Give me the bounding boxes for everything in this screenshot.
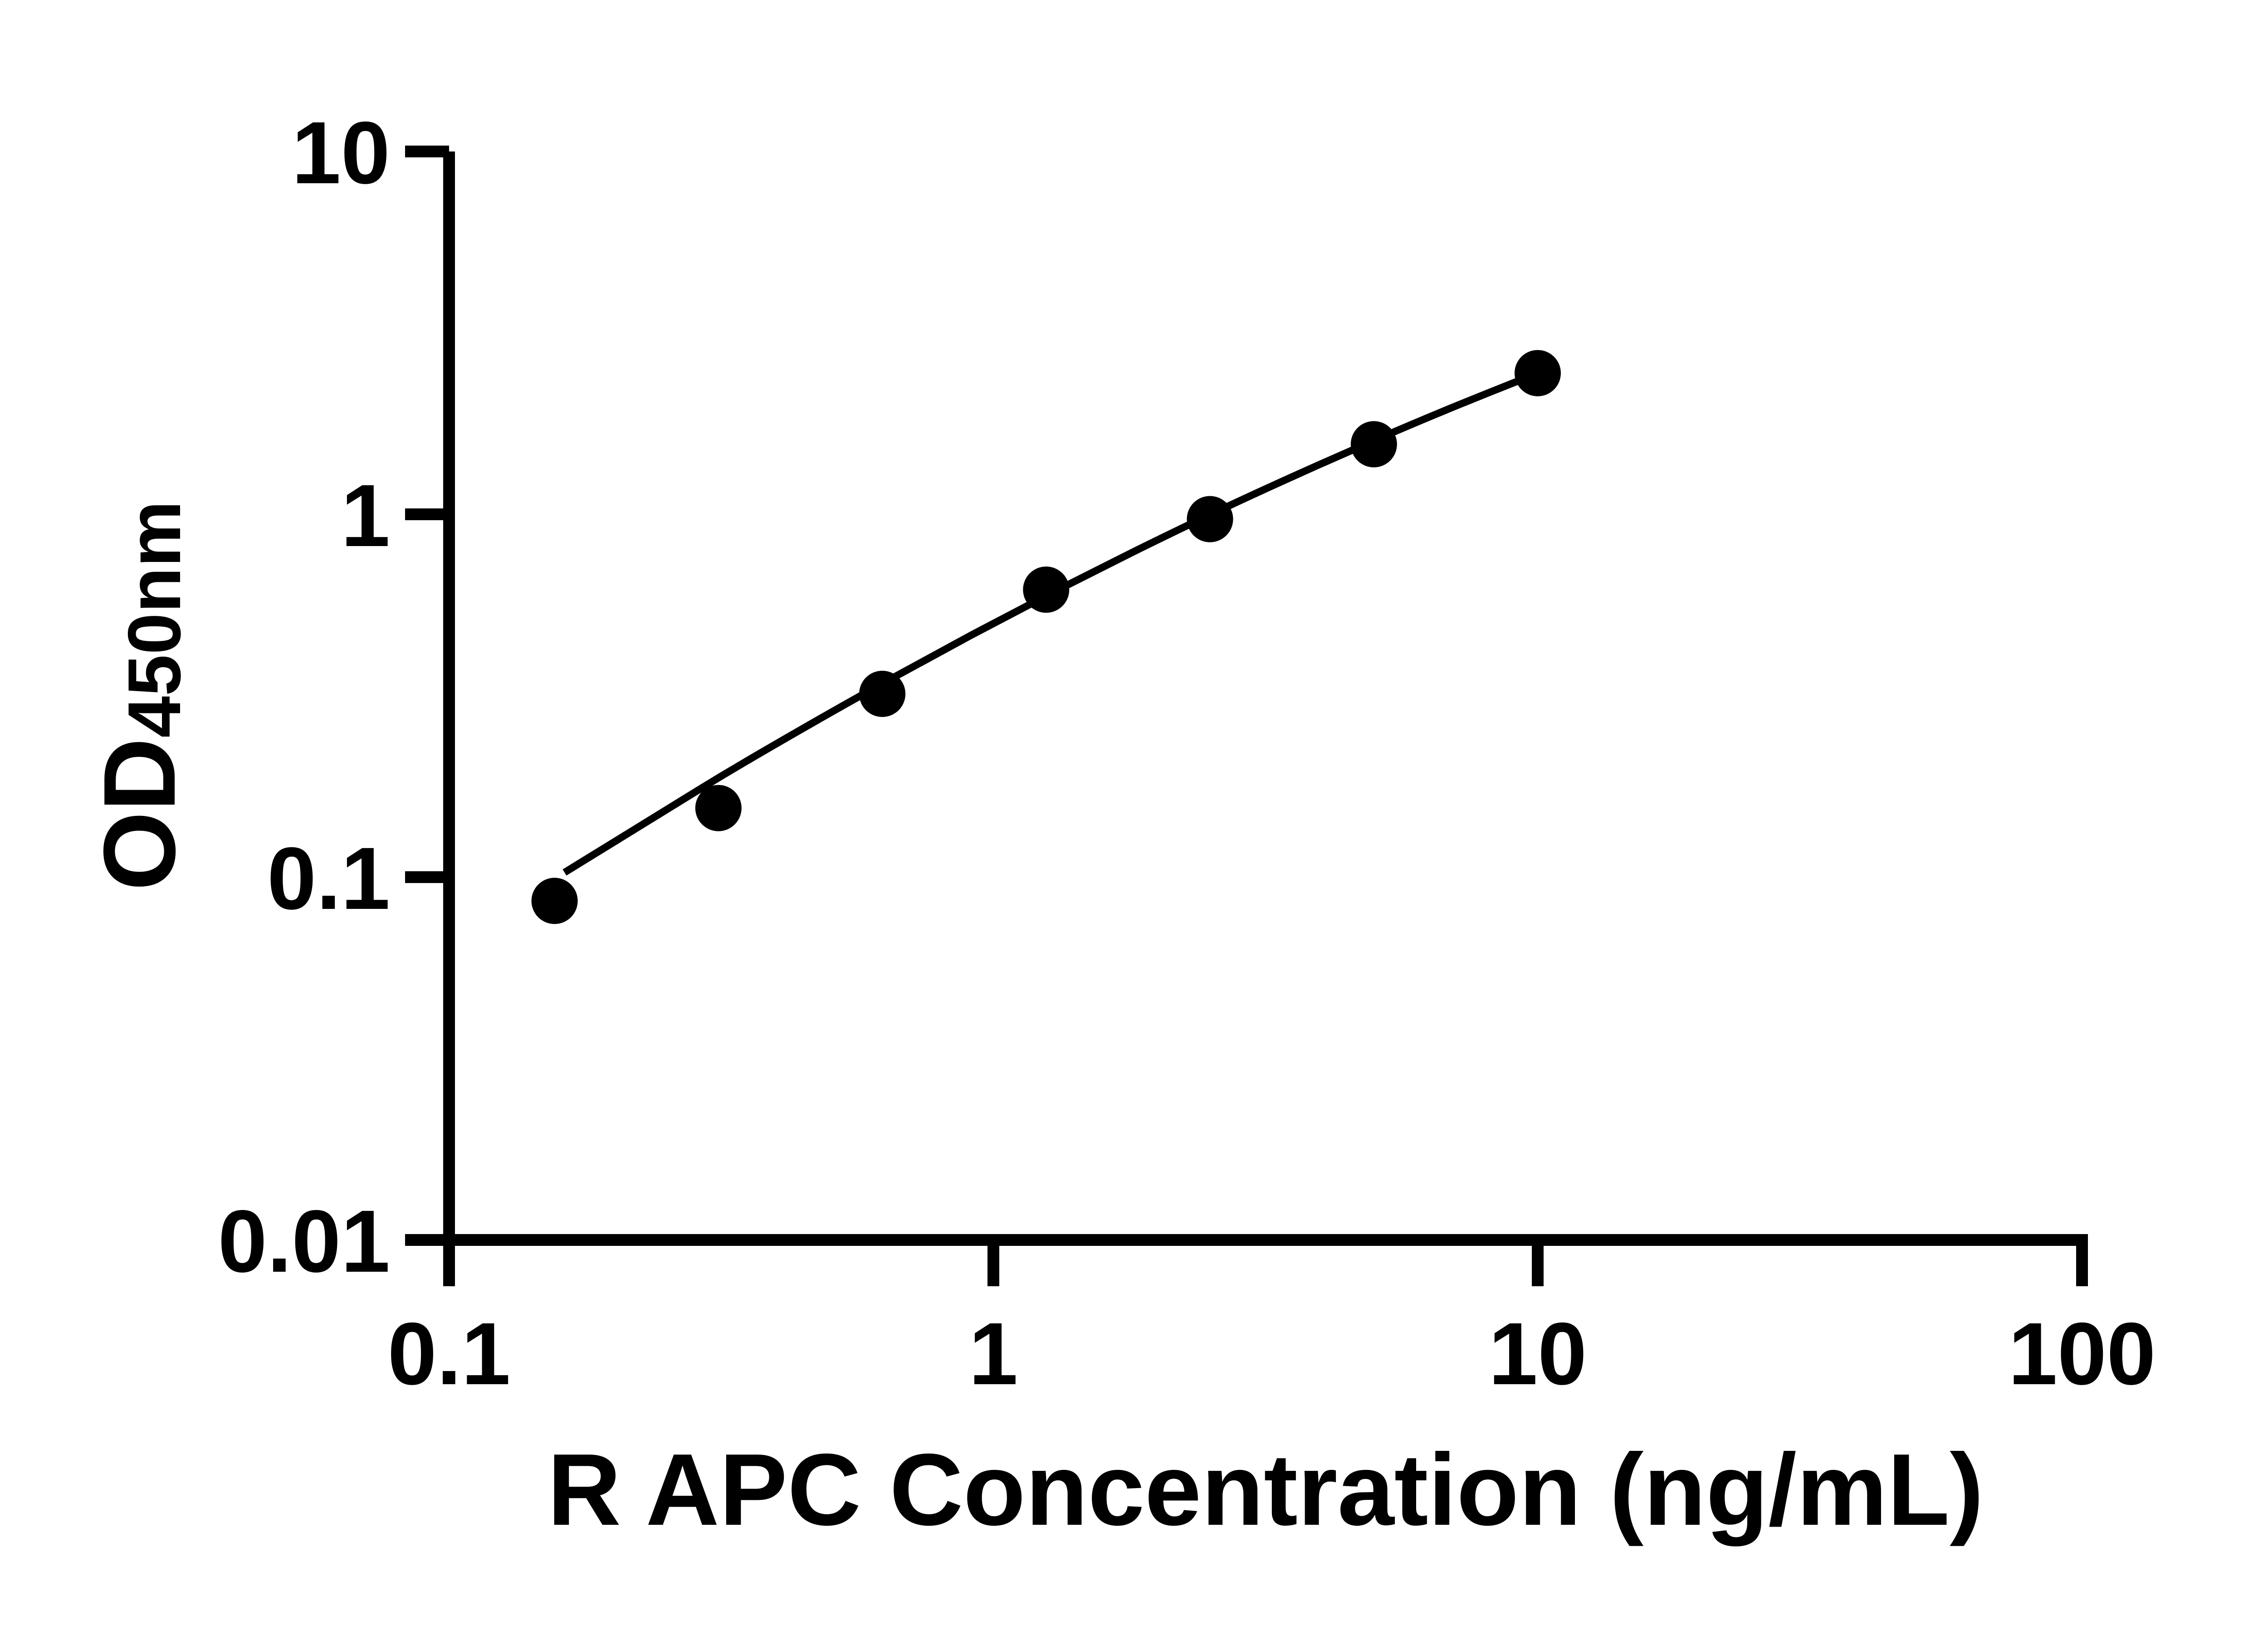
y-tick-label-0_01: 0.01 <box>218 1192 390 1291</box>
data-point <box>1187 496 1233 542</box>
y-axis: 10 1 0.1 0.01 <box>218 103 455 1291</box>
x-tick-label-1: 1 <box>969 1304 1018 1403</box>
y-axis-title-subscript: 450nm <box>112 501 196 738</box>
data-point <box>531 878 578 924</box>
x-axis-title: R APC Concentration (ng/mL) <box>547 1432 1984 1547</box>
data-points <box>531 350 1561 924</box>
x-tick-label-0_1: 0.1 <box>387 1304 510 1403</box>
y-tick-label-10: 10 <box>292 103 390 202</box>
data-point <box>1350 421 1397 468</box>
x-tick-label-100: 100 <box>2008 1304 2156 1403</box>
data-point <box>1515 350 1561 396</box>
y-axis-title-main: OD <box>82 738 196 891</box>
y-tick-label-1: 1 <box>341 466 390 565</box>
y-axis-title: OD450nm <box>82 501 196 891</box>
x-tick-label-10: 10 <box>1489 1304 1587 1403</box>
y-tick-label-0_1: 0.1 <box>267 829 390 928</box>
data-point <box>1023 566 1070 613</box>
x-axis: 0.1 1 10 100 <box>387 1234 2156 1403</box>
data-point <box>695 785 742 831</box>
data-point <box>859 670 906 717</box>
